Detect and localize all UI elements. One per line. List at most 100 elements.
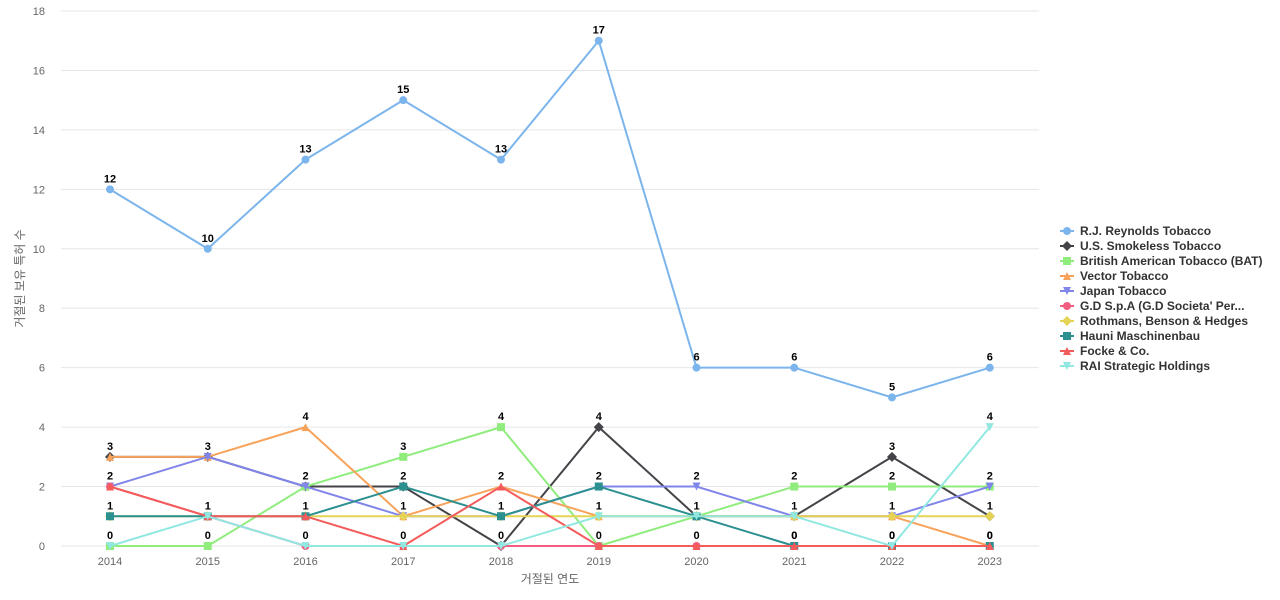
data-label: 2 bbox=[987, 471, 993, 483]
legend-item[interactable]: RAI Strategic Holdings bbox=[1060, 359, 1210, 373]
data-point bbox=[692, 542, 701, 550]
data-label: 6 bbox=[987, 352, 993, 364]
x-tick-label: 2017 bbox=[391, 556, 415, 568]
legend-item[interactable]: Rothmans, Benson & Hedges bbox=[1060, 314, 1248, 328]
data-point bbox=[301, 512, 310, 521]
legend-marker bbox=[1063, 287, 1071, 295]
data-label: 0 bbox=[400, 530, 406, 542]
data-label: 0 bbox=[987, 530, 993, 542]
data-point bbox=[594, 482, 603, 491]
data-point bbox=[203, 452, 212, 461]
y-axis-title: 거절된 보유 특허 수 bbox=[13, 229, 27, 327]
data-label: 0 bbox=[693, 530, 699, 542]
data-label: 10 bbox=[202, 233, 214, 245]
data-point bbox=[106, 542, 114, 550]
data-label: 3 bbox=[400, 441, 406, 453]
data-point bbox=[399, 452, 408, 461]
legend-item[interactable]: Hauni Maschinenbau bbox=[1060, 329, 1200, 343]
data-point bbox=[106, 452, 114, 461]
data-point bbox=[398, 511, 409, 522]
data-label: 4 bbox=[498, 411, 505, 423]
data-label: 4 bbox=[596, 411, 603, 423]
data-point bbox=[887, 511, 897, 522]
y-tick-label: 16 bbox=[33, 65, 45, 77]
data-label: 0 bbox=[498, 530, 504, 542]
data-label: 2 bbox=[302, 471, 308, 483]
legend-item[interactable]: Japan Tobacco bbox=[1060, 284, 1166, 298]
legend-item[interactable]: Focke & Co. bbox=[1060, 344, 1149, 358]
data-label: 2 bbox=[791, 471, 797, 483]
x-tick-label: 2019 bbox=[587, 556, 611, 568]
data-label: 1 bbox=[107, 500, 113, 512]
data-label: 0 bbox=[889, 530, 895, 542]
data-label: 0 bbox=[205, 530, 211, 542]
data-point bbox=[985, 482, 994, 491]
data-point bbox=[790, 482, 799, 491]
legend-marker bbox=[1063, 332, 1071, 340]
legend-item[interactable]: U.S. Smokeless Tobacco bbox=[1060, 239, 1221, 253]
data-point bbox=[887, 451, 897, 462]
y-tick-label: 2 bbox=[39, 482, 45, 494]
data-point bbox=[106, 482, 114, 491]
data-label: 1 bbox=[498, 500, 504, 512]
data-label: 0 bbox=[791, 530, 797, 542]
data-label: 2 bbox=[889, 471, 895, 483]
data-label: 0 bbox=[107, 530, 113, 542]
data-label: 4 bbox=[302, 411, 309, 423]
legend-label: Focke & Co. bbox=[1080, 344, 1149, 358]
legend-marker bbox=[1062, 316, 1072, 326]
data-label: 3 bbox=[889, 441, 895, 453]
data-label: 13 bbox=[299, 144, 311, 156]
data-label: 2 bbox=[596, 471, 602, 483]
x-tick-label: 2020 bbox=[684, 556, 708, 568]
legend-label: Hauni Maschinenbau bbox=[1080, 329, 1200, 343]
data-point bbox=[301, 542, 310, 550]
data-point bbox=[790, 542, 799, 550]
legend-label: British American Tobacco (BAT) bbox=[1080, 254, 1262, 268]
data-label: 0 bbox=[987, 530, 993, 542]
data-label: 6 bbox=[693, 352, 699, 364]
data-point bbox=[399, 96, 408, 105]
y-tick-label: 18 bbox=[33, 6, 45, 18]
legend-item[interactable]: R.J. Reynolds Tobacco bbox=[1060, 224, 1211, 238]
legend-label: R.J. Reynolds Tobacco bbox=[1080, 224, 1211, 238]
legend-label: Japan Tobacco bbox=[1080, 284, 1166, 298]
data-label: 15 bbox=[397, 84, 409, 96]
x-tick-label: 2021 bbox=[782, 556, 806, 568]
data-point bbox=[301, 423, 310, 432]
legend-label: U.S. Smokeless Tobacco bbox=[1080, 239, 1221, 253]
data-point bbox=[203, 512, 212, 521]
legend-item[interactable]: British American Tobacco (BAT) bbox=[1060, 254, 1262, 268]
data-label: 6 bbox=[791, 352, 797, 364]
legend-label: Vector Tobacco bbox=[1080, 269, 1168, 283]
data-point bbox=[692, 363, 701, 372]
y-tick-label: 14 bbox=[33, 125, 45, 137]
legend-label: G.D S.p.A (G.D Societa' Per... bbox=[1080, 299, 1244, 313]
series-line bbox=[109, 39, 991, 399]
data-point bbox=[497, 482, 505, 491]
legend-item[interactable]: G.D S.p.A (G.D Societa' Per... bbox=[1060, 299, 1244, 313]
data-point bbox=[497, 155, 505, 164]
data-point bbox=[497, 542, 505, 550]
data-label: 4 bbox=[987, 411, 994, 423]
data-label: 1 bbox=[596, 500, 602, 512]
legend-item[interactable]: Vector Tobacco bbox=[1060, 269, 1168, 283]
data-label: 0 bbox=[302, 530, 308, 542]
series-group bbox=[106, 423, 994, 550]
data-point bbox=[888, 393, 896, 402]
data-point bbox=[106, 185, 114, 194]
data-point bbox=[790, 512, 799, 521]
legend-marker bbox=[1063, 302, 1071, 310]
data-label: 1 bbox=[302, 500, 308, 512]
data-point bbox=[888, 482, 896, 491]
x-tick-label: 2015 bbox=[196, 556, 220, 568]
data-label: 17 bbox=[593, 25, 605, 37]
legend-label: Rothmans, Benson & Hedges bbox=[1080, 314, 1248, 328]
y-tick-label: 12 bbox=[33, 184, 45, 196]
data-label: 0 bbox=[596, 530, 602, 542]
